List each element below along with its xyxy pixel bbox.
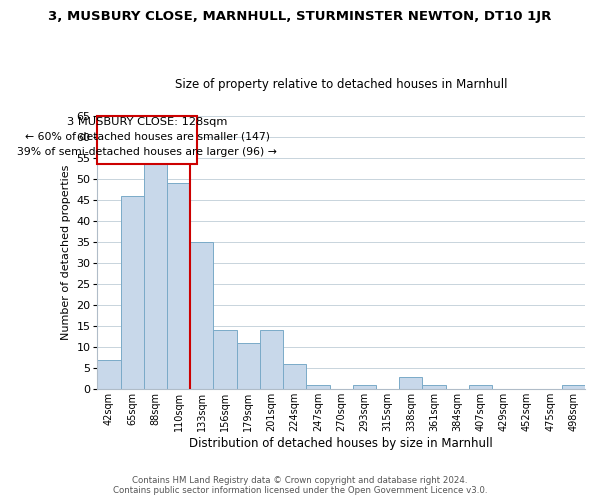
- Bar: [214, 330, 236, 390]
- X-axis label: Distribution of detached houses by size in Marnhull: Distribution of detached houses by size …: [189, 437, 493, 450]
- Bar: [190, 242, 214, 390]
- Bar: [283, 364, 307, 390]
- Bar: [260, 330, 283, 390]
- Text: Contains HM Land Registry data © Crown copyright and database right 2024.
Contai: Contains HM Land Registry data © Crown c…: [113, 476, 487, 495]
- Bar: [353, 385, 376, 390]
- Bar: [469, 385, 492, 390]
- Bar: [97, 360, 121, 390]
- Text: ← 60% of detached houses are smaller (147): ← 60% of detached houses are smaller (14…: [25, 132, 270, 142]
- Title: Size of property relative to detached houses in Marnhull: Size of property relative to detached ho…: [175, 78, 508, 91]
- Bar: [144, 162, 167, 390]
- Y-axis label: Number of detached properties: Number of detached properties: [61, 165, 71, 340]
- Bar: [236, 343, 260, 390]
- FancyBboxPatch shape: [97, 116, 197, 164]
- Bar: [399, 376, 422, 390]
- Bar: [422, 385, 446, 390]
- Text: 3, MUSBURY CLOSE, MARNHULL, STURMINSTER NEWTON, DT10 1JR: 3, MUSBURY CLOSE, MARNHULL, STURMINSTER …: [49, 10, 551, 23]
- Bar: [562, 385, 585, 390]
- Bar: [167, 183, 190, 390]
- Text: 3 MUSBURY CLOSE: 128sqm: 3 MUSBURY CLOSE: 128sqm: [67, 117, 227, 127]
- Text: 39% of semi-detached houses are larger (96) →: 39% of semi-detached houses are larger (…: [17, 146, 277, 156]
- Bar: [121, 196, 144, 390]
- Bar: [307, 385, 329, 390]
